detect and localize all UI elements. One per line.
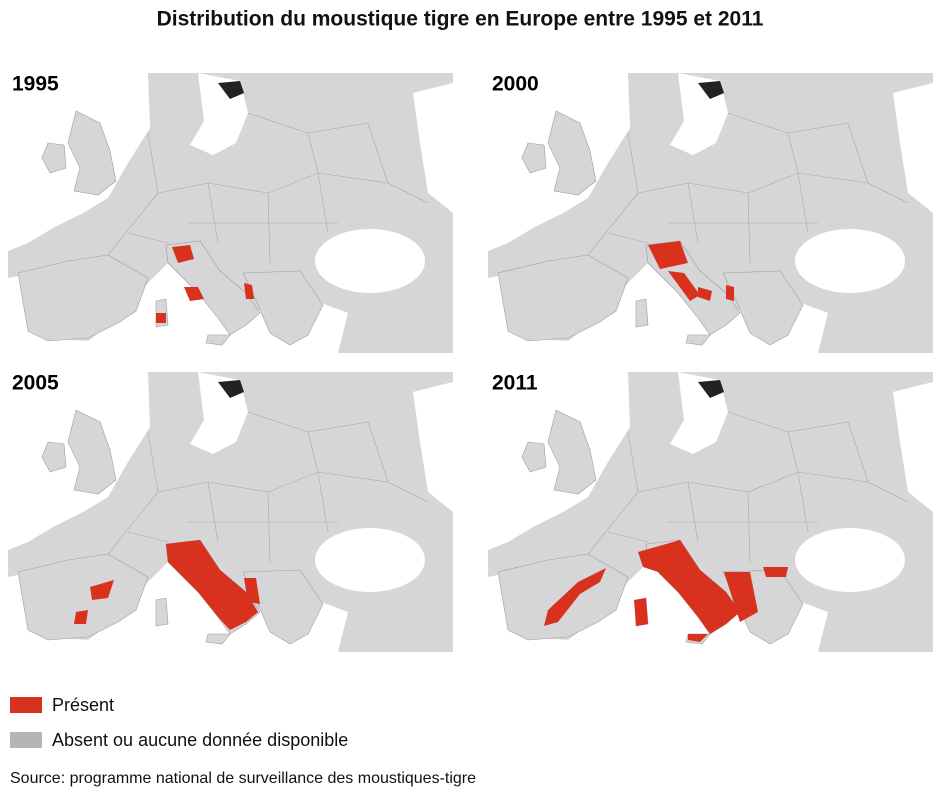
map-panel: 1995 xyxy=(8,73,453,353)
legend-label: Absent ou aucune donnée disponible xyxy=(52,730,348,750)
panel-year: 1995 xyxy=(12,73,59,96)
present-area xyxy=(638,540,740,634)
present-area xyxy=(763,567,788,577)
present-area xyxy=(698,287,712,301)
present-area xyxy=(90,580,114,600)
legend-swatch xyxy=(10,732,42,748)
present-area xyxy=(156,313,166,323)
panel-year: 2011 xyxy=(492,372,538,395)
present-area xyxy=(544,568,606,626)
panel-year: 2005 xyxy=(12,372,59,395)
present-area xyxy=(166,540,258,630)
present-area xyxy=(634,598,648,626)
map-panel: 2005 xyxy=(8,372,453,652)
present-area xyxy=(244,578,260,604)
map xyxy=(8,73,453,353)
present-area xyxy=(688,634,708,642)
legend-swatch xyxy=(10,697,42,713)
legend-label: Présent xyxy=(52,695,114,715)
map-panel: 2000 xyxy=(488,73,933,353)
present-area xyxy=(74,610,88,624)
map xyxy=(488,73,933,353)
present-area xyxy=(184,287,204,301)
present-area xyxy=(668,271,700,301)
present-area xyxy=(244,283,254,299)
map-panel: 2011 xyxy=(488,372,933,652)
title: Distribution du moustique tigre en Europ… xyxy=(157,8,764,31)
present-area xyxy=(724,572,758,622)
present-area xyxy=(172,245,194,263)
panel-year: 2000 xyxy=(492,73,539,96)
present-area xyxy=(648,241,688,269)
present-area xyxy=(726,285,734,301)
source: Source: programme national de surveillan… xyxy=(10,770,476,787)
